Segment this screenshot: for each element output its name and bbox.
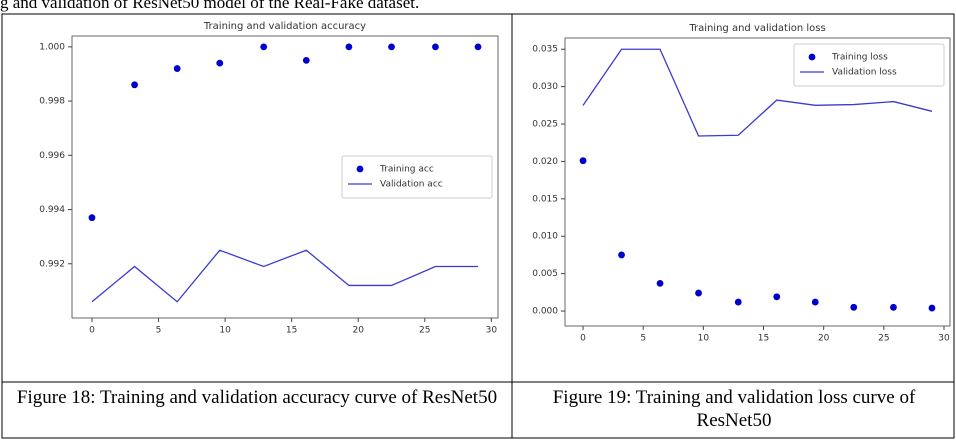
legend-label: Validation acc [380,180,443,190]
data-point [618,251,625,259]
y-tick-label: 0.994 [39,205,65,215]
legend-label: Training acc [379,165,434,175]
data-point [345,43,353,51]
data-point [695,289,702,297]
x-tick-label: 25 [878,334,889,344]
y-tick-label: 0.035 [532,45,558,55]
y-tick-label: 0.996 [39,151,65,161]
data-point [656,279,664,287]
x-tick-label: 0 [580,334,586,344]
data-point [173,65,181,72]
y-tick-label: 0.992 [39,259,65,269]
y-tick-label: 0.998 [39,97,65,107]
data-point [432,43,439,51]
y-tick-label: 1.000 [39,42,65,52]
legend-box [793,43,945,87]
data-point [302,57,310,64]
y-tick-label: 0.005 [532,269,558,279]
chart-title: Training and validation accuracy [203,21,366,32]
x-tick-label: 20 [818,334,830,344]
header-text: g and validation of ResNet50 model of th… [0,0,420,12]
y-tick-label: 0.015 [532,194,558,204]
x-tick-label: 10 [698,334,710,344]
x-tick-label: 30 [486,326,498,336]
y-tick-label: 0.020 [532,157,558,167]
x-tick-label: 10 [219,326,231,336]
caption: Figure 19: Training and validation loss … [552,387,916,431]
legend-label: Training loss [831,53,888,63]
data-point [811,298,819,306]
plot-frame [564,37,951,327]
data-point [850,303,858,311]
x-tick-label: 25 [419,326,430,336]
data-line [91,249,479,303]
x-tick-label: 5 [156,326,162,336]
y-tick-label: 0.000 [532,307,558,317]
x-tick-label: 30 [938,334,950,344]
x-tick-label: 15 [758,334,769,344]
data-line [582,48,933,137]
data-point [890,303,897,311]
data-point [734,298,742,306]
data-point [260,43,268,51]
legend-marker [356,165,364,173]
data-point [216,59,224,67]
data-point [474,43,482,51]
chart-title: Training and validation loss [688,23,825,34]
y-tick-label: 0.030 [532,82,558,92]
legend-marker [808,53,816,61]
legend-box [341,155,493,199]
table-border [1,13,955,439]
data-point [928,304,936,312]
y-tick-label: 0.025 [532,120,558,130]
data-point [131,81,138,89]
y-tick-label: 0.010 [532,232,558,242]
x-tick-label: 5 [640,334,646,344]
x-tick-label: 15 [286,326,297,336]
data-point [773,293,781,301]
x-tick-label: 20 [352,326,364,336]
legend-label: Validation loss [832,68,897,78]
data-point [88,214,96,222]
data-point [388,43,395,51]
plot-frame [71,35,499,319]
x-tick-label: 0 [89,326,95,336]
data-point [579,157,587,165]
caption: Figure 18: Training and validation accur… [16,387,498,408]
